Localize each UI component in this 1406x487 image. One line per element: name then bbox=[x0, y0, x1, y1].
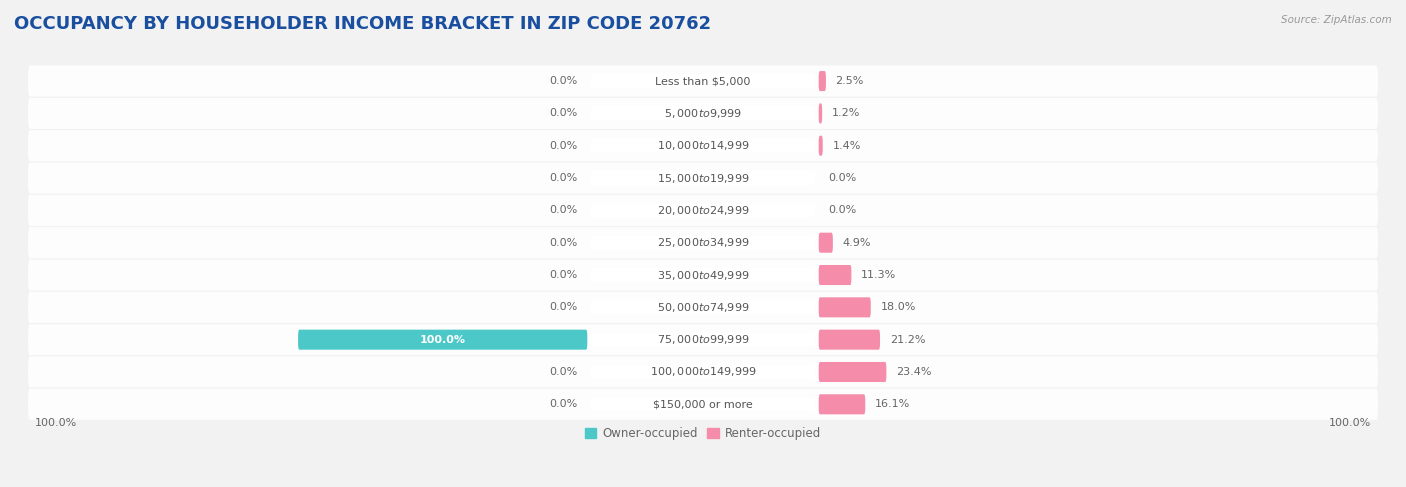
FancyBboxPatch shape bbox=[591, 300, 815, 315]
Text: $5,000 to $9,999: $5,000 to $9,999 bbox=[664, 107, 742, 120]
FancyBboxPatch shape bbox=[591, 203, 815, 218]
Text: $100,000 to $149,999: $100,000 to $149,999 bbox=[650, 365, 756, 378]
Text: Less than $5,000: Less than $5,000 bbox=[655, 76, 751, 86]
FancyBboxPatch shape bbox=[818, 103, 823, 123]
FancyBboxPatch shape bbox=[591, 106, 815, 120]
FancyBboxPatch shape bbox=[28, 227, 1378, 258]
Text: 100.0%: 100.0% bbox=[1329, 417, 1371, 428]
Text: 0.0%: 0.0% bbox=[550, 270, 578, 280]
Text: 11.3%: 11.3% bbox=[860, 270, 896, 280]
Text: 23.4%: 23.4% bbox=[896, 367, 932, 377]
Text: $75,000 to $99,999: $75,000 to $99,999 bbox=[657, 333, 749, 346]
FancyBboxPatch shape bbox=[818, 233, 832, 253]
FancyBboxPatch shape bbox=[818, 362, 886, 382]
Text: 0.0%: 0.0% bbox=[828, 206, 856, 215]
Text: $35,000 to $49,999: $35,000 to $49,999 bbox=[657, 268, 749, 281]
FancyBboxPatch shape bbox=[28, 324, 1378, 355]
FancyBboxPatch shape bbox=[591, 236, 815, 250]
Text: 0.0%: 0.0% bbox=[828, 173, 856, 183]
FancyBboxPatch shape bbox=[28, 260, 1378, 291]
Text: $10,000 to $14,999: $10,000 to $14,999 bbox=[657, 139, 749, 152]
Text: 4.9%: 4.9% bbox=[842, 238, 870, 248]
Text: $15,000 to $19,999: $15,000 to $19,999 bbox=[657, 171, 749, 185]
FancyBboxPatch shape bbox=[591, 171, 815, 185]
FancyBboxPatch shape bbox=[28, 356, 1378, 388]
FancyBboxPatch shape bbox=[818, 136, 823, 156]
FancyBboxPatch shape bbox=[591, 74, 815, 88]
FancyBboxPatch shape bbox=[591, 333, 815, 347]
Text: 100.0%: 100.0% bbox=[419, 335, 465, 345]
FancyBboxPatch shape bbox=[818, 298, 870, 318]
Text: 18.0%: 18.0% bbox=[880, 302, 915, 312]
Legend: Owner-occupied, Renter-occupied: Owner-occupied, Renter-occupied bbox=[579, 422, 827, 445]
Text: $50,000 to $74,999: $50,000 to $74,999 bbox=[657, 301, 749, 314]
Text: 0.0%: 0.0% bbox=[550, 173, 578, 183]
FancyBboxPatch shape bbox=[591, 268, 815, 282]
FancyBboxPatch shape bbox=[298, 330, 588, 350]
Text: 21.2%: 21.2% bbox=[890, 335, 925, 345]
FancyBboxPatch shape bbox=[818, 71, 825, 91]
Text: 0.0%: 0.0% bbox=[550, 109, 578, 118]
Text: 0.0%: 0.0% bbox=[550, 141, 578, 150]
Text: $25,000 to $34,999: $25,000 to $34,999 bbox=[657, 236, 749, 249]
Text: OCCUPANCY BY HOUSEHOLDER INCOME BRACKET IN ZIP CODE 20762: OCCUPANCY BY HOUSEHOLDER INCOME BRACKET … bbox=[14, 15, 711, 33]
FancyBboxPatch shape bbox=[818, 330, 880, 350]
FancyBboxPatch shape bbox=[28, 195, 1378, 226]
FancyBboxPatch shape bbox=[591, 397, 815, 412]
Text: 0.0%: 0.0% bbox=[550, 238, 578, 248]
Text: 1.2%: 1.2% bbox=[832, 109, 860, 118]
Text: $150,000 or more: $150,000 or more bbox=[654, 399, 752, 409]
Text: 0.0%: 0.0% bbox=[550, 399, 578, 409]
FancyBboxPatch shape bbox=[591, 365, 815, 379]
FancyBboxPatch shape bbox=[28, 292, 1378, 323]
Text: 2.5%: 2.5% bbox=[835, 76, 863, 86]
Text: 0.0%: 0.0% bbox=[550, 367, 578, 377]
FancyBboxPatch shape bbox=[28, 66, 1378, 96]
FancyBboxPatch shape bbox=[28, 130, 1378, 161]
Text: 0.0%: 0.0% bbox=[550, 302, 578, 312]
FancyBboxPatch shape bbox=[28, 98, 1378, 129]
Text: $20,000 to $24,999: $20,000 to $24,999 bbox=[657, 204, 749, 217]
FancyBboxPatch shape bbox=[28, 163, 1378, 193]
Text: 1.4%: 1.4% bbox=[832, 141, 860, 150]
FancyBboxPatch shape bbox=[818, 394, 865, 414]
Text: 0.0%: 0.0% bbox=[550, 76, 578, 86]
FancyBboxPatch shape bbox=[28, 389, 1378, 420]
Text: 0.0%: 0.0% bbox=[550, 206, 578, 215]
Text: 16.1%: 16.1% bbox=[875, 399, 910, 409]
FancyBboxPatch shape bbox=[591, 139, 815, 153]
FancyBboxPatch shape bbox=[818, 265, 852, 285]
Text: Source: ZipAtlas.com: Source: ZipAtlas.com bbox=[1281, 15, 1392, 25]
Text: 100.0%: 100.0% bbox=[35, 417, 77, 428]
